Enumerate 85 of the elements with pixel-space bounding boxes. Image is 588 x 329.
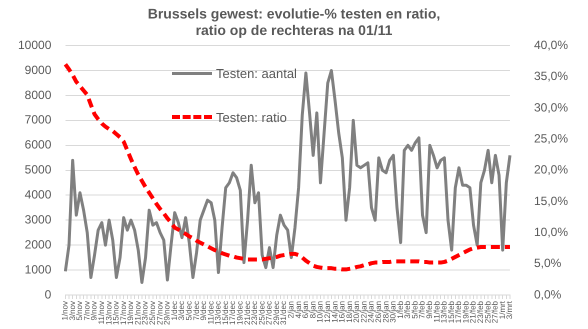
- y2-tick-label: 15,0%: [534, 194, 568, 208]
- x-tick-label: 16/jan: [338, 300, 347, 323]
- y-tick-label: 5000: [24, 162, 52, 177]
- x-tick-label: 2/jan: [286, 300, 296, 318]
- x-tick-label: 27/nov: [155, 300, 164, 326]
- x-tick-label: 14/jan: [330, 300, 340, 323]
- x-tick-label: 5/feb: [410, 300, 420, 319]
- x-tick-label: 27/dec: [264, 300, 274, 326]
- x-tick-label: 29/dec: [272, 300, 281, 326]
- y2-tick-label: 10,0%: [534, 224, 568, 239]
- x-tick-label: 25/nov: [148, 300, 158, 326]
- y2-tick-label: 25,0%: [534, 131, 568, 146]
- x-tick-label: 18/jan: [344, 300, 354, 323]
- y2-tick-label: 40,0%: [534, 38, 568, 52]
- x-tick-label: 1/feb: [396, 300, 405, 319]
- x-tick-label: 26/jan: [374, 300, 383, 323]
- y-tick-label: 1000: [24, 262, 52, 276]
- x-tick-label: 17/nov: [118, 300, 128, 326]
- x-tick-label: 15/nov: [112, 300, 121, 326]
- x-tick-label: 13/nov: [104, 300, 114, 326]
- y-tick-label: 8000: [24, 88, 52, 102]
- legend-label: Testen: ratio: [216, 110, 287, 124]
- x-tick-label: 1/nov: [60, 300, 70, 321]
- x-tick-label: 9/feb: [425, 300, 434, 319]
- x-tick-label: 11/feb: [432, 300, 442, 323]
- x-tick-label: 17/feb: [454, 300, 464, 324]
- x-tick-label: 25/dec: [257, 300, 266, 326]
- y2-tick-label: 0,0%: [534, 287, 562, 302]
- x-tick-label: 3/feb: [403, 300, 412, 319]
- x-tick-label: 15/feb: [446, 300, 456, 324]
- x-tick-label: 12/jan: [322, 300, 332, 323]
- x-tick-label: 5/nov: [75, 300, 84, 321]
- x-tick-label: 29/nov: [162, 300, 172, 326]
- y2-tick-label: 20,0%: [534, 162, 568, 177]
- x-tick-label: 8/jan: [308, 300, 318, 318]
- x-tick-label: 7/nov: [82, 300, 92, 321]
- x-tick-label: 30/jan: [388, 300, 398, 323]
- x-tick-label: 13/feb: [440, 300, 449, 324]
- x-tick-label: 25/feb: [483, 300, 492, 324]
- x-tick-label: 23/dec: [250, 300, 260, 326]
- x-tick-label: 11/dec: [206, 300, 216, 324]
- x-tick-label: 10/jan: [316, 300, 325, 323]
- x-tick-label: 28/jan: [381, 300, 390, 323]
- legend-label: Testen: aantal: [216, 66, 297, 80]
- y2-tick-label: 35,0%: [534, 69, 568, 84]
- chart-title: Brussels gewest: evolutie-% testen en ratio, ratio op de rechteras na 01/11: [148, 5, 440, 38]
- y-tick-label: 10000: [18, 38, 52, 52]
- y2-tick-label: 5,0%: [534, 256, 562, 270]
- x-tick-label: 3/mrt: [505, 300, 514, 320]
- y-tick-label: 9000: [24, 62, 52, 77]
- y2-tick-label: 30,0%: [534, 100, 568, 114]
- y-tick-label: 4000: [24, 188, 52, 202]
- x-tick-label: 22/jan: [359, 300, 368, 323]
- x-tick-label: 19/feb: [461, 300, 470, 324]
- x-tick-label: 9/dec: [199, 300, 208, 321]
- x-tick-label: 13/dec: [214, 300, 223, 326]
- y-tick-label: 7000: [24, 112, 52, 127]
- x-tick-label: 21/nov: [133, 300, 142, 326]
- x-tick-label: 11/nov: [97, 300, 106, 324]
- x-tick-label: 1/mrt: [498, 300, 507, 320]
- x-tick-label: 15/dec: [220, 300, 230, 326]
- y-tick-label: 0: [44, 287, 52, 302]
- x-tick-label: 20/jan: [352, 300, 362, 323]
- x-tick-label: 3/dec: [177, 300, 186, 321]
- x-tick-label: 6/jan: [301, 300, 310, 318]
- x-tick-label: 4/jan: [294, 300, 303, 318]
- y-tick-label: 6000: [24, 138, 52, 152]
- x-tick-label: 17/dec: [228, 300, 238, 326]
- y-tick-label: 2000: [24, 237, 52, 252]
- x-tick-label: 27/feb: [490, 300, 500, 324]
- x-tick-label: 1/dec: [170, 300, 179, 321]
- x-tick-label: 7/feb: [418, 300, 427, 319]
- x-tick-label: 21/feb: [468, 300, 478, 324]
- x-tick-label: 5/dec: [184, 300, 194, 321]
- x-tick-label: 31/dec: [279, 300, 288, 326]
- x-tick-label: 19/nov: [126, 300, 136, 326]
- x-tick-label: 19/dec: [236, 300, 244, 326]
- x-tick-label: 24/jan: [366, 300, 376, 323]
- x-tick-label: 23/feb: [476, 300, 486, 324]
- x-tick-label: 7/dec: [192, 300, 201, 321]
- x-tick-label: 23/nov: [140, 300, 150, 326]
- x-tick-label: 21/dec: [242, 300, 252, 326]
- x-tick-label: 9/nov: [90, 300, 99, 321]
- x-tick-label: 3/nov: [68, 300, 77, 321]
- y-tick-label: 3000: [24, 212, 52, 226]
